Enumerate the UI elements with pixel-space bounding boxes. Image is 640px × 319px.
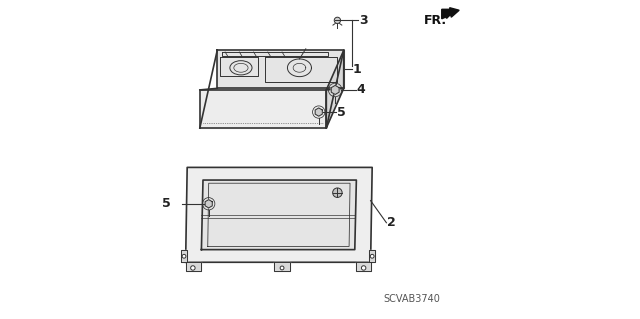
Polygon shape	[202, 180, 356, 250]
Text: 1: 1	[353, 63, 362, 76]
Text: 5: 5	[162, 197, 171, 210]
Polygon shape	[205, 200, 212, 208]
Polygon shape	[217, 50, 344, 88]
Text: 4: 4	[356, 84, 365, 96]
Text: SCVAB3740: SCVAB3740	[383, 293, 440, 304]
Circle shape	[334, 17, 340, 24]
Circle shape	[182, 254, 186, 258]
Polygon shape	[332, 85, 339, 94]
Polygon shape	[450, 8, 459, 17]
Circle shape	[362, 266, 366, 270]
Polygon shape	[200, 90, 326, 128]
Polygon shape	[274, 262, 290, 271]
Polygon shape	[181, 250, 187, 262]
Polygon shape	[369, 250, 375, 262]
Circle shape	[280, 266, 284, 270]
Polygon shape	[186, 262, 202, 271]
Polygon shape	[315, 108, 323, 116]
Text: 5: 5	[337, 106, 346, 119]
Circle shape	[191, 266, 195, 270]
Text: 2: 2	[387, 216, 396, 229]
Polygon shape	[356, 262, 371, 271]
Text: FR.: FR.	[424, 14, 447, 27]
Circle shape	[333, 188, 342, 197]
Polygon shape	[442, 9, 453, 19]
Polygon shape	[326, 50, 344, 128]
Circle shape	[371, 254, 374, 258]
Text: 3: 3	[359, 14, 367, 27]
Polygon shape	[186, 167, 372, 262]
